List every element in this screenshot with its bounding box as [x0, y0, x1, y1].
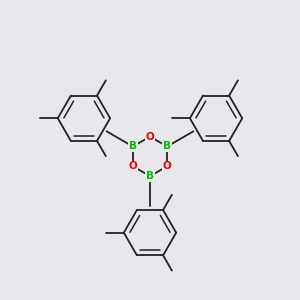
Text: B: B [146, 171, 154, 181]
Text: O: O [163, 161, 172, 171]
Text: O: O [128, 161, 137, 171]
Text: O: O [146, 132, 154, 142]
Text: B: B [163, 142, 171, 152]
Text: B: B [129, 142, 137, 152]
